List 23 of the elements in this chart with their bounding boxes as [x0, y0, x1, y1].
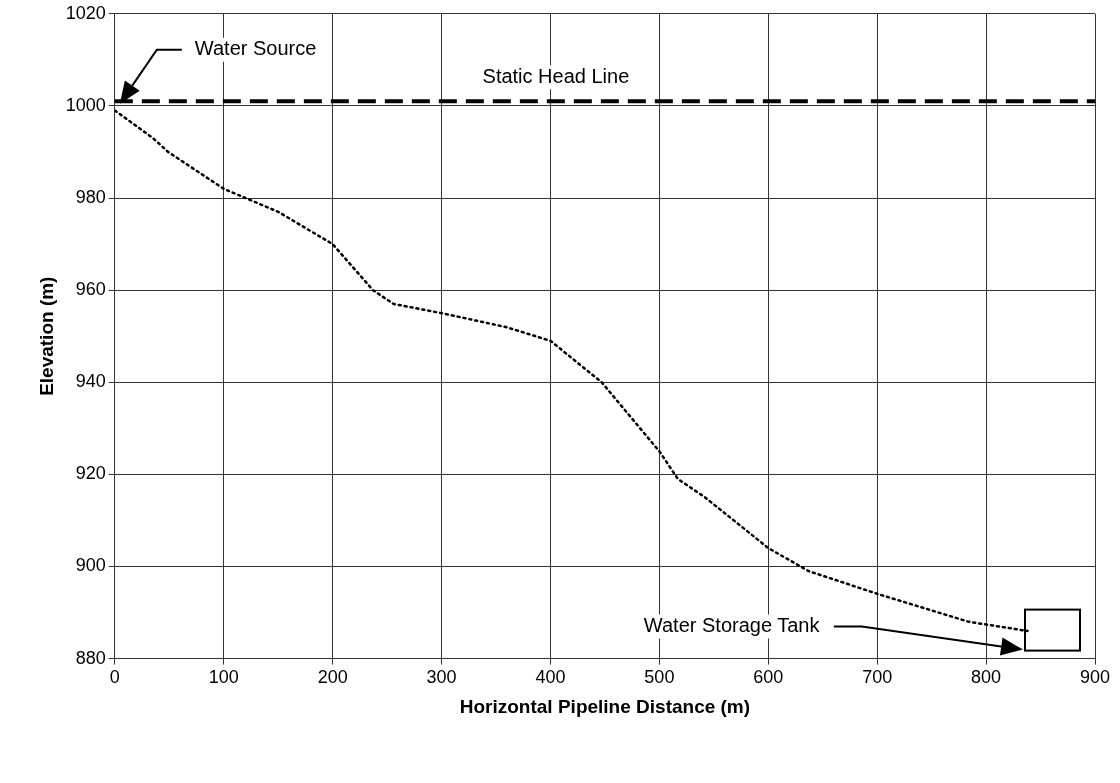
- y-tick-label: 1000: [65, 94, 106, 115]
- y-axis-title: Elevation (m): [35, 276, 57, 396]
- x-axis-title: Horizontal Pipeline Distance (m): [459, 695, 751, 717]
- annotation: Water Storage Tank: [643, 614, 821, 637]
- y-tick-label: 940: [75, 371, 106, 392]
- y-tick-label: 880: [75, 647, 106, 668]
- y-tick-label: 1020: [65, 2, 106, 23]
- x-tick-label: 0: [109, 667, 120, 688]
- x-tick-label: 300: [426, 667, 457, 688]
- annotation: Water Source: [194, 37, 317, 60]
- x-tick-label: 400: [535, 667, 566, 688]
- y-tick-label: 920: [75, 463, 106, 484]
- x-tick-label: 800: [971, 667, 1002, 688]
- y-tick-label: 900: [75, 555, 106, 576]
- y-tick-label: 960: [75, 279, 106, 300]
- x-tick-label: 600: [753, 667, 784, 688]
- x-tick-label: 100: [208, 667, 239, 688]
- x-tick-label: 200: [317, 667, 348, 688]
- y-tick-label: 980: [75, 187, 106, 207]
- ref-line-label: Static Head Line: [482, 64, 630, 87]
- x-tick-label: 900: [1079, 667, 1111, 688]
- x-tick-label: 700: [862, 667, 893, 688]
- x-tick-label: 500: [644, 667, 675, 688]
